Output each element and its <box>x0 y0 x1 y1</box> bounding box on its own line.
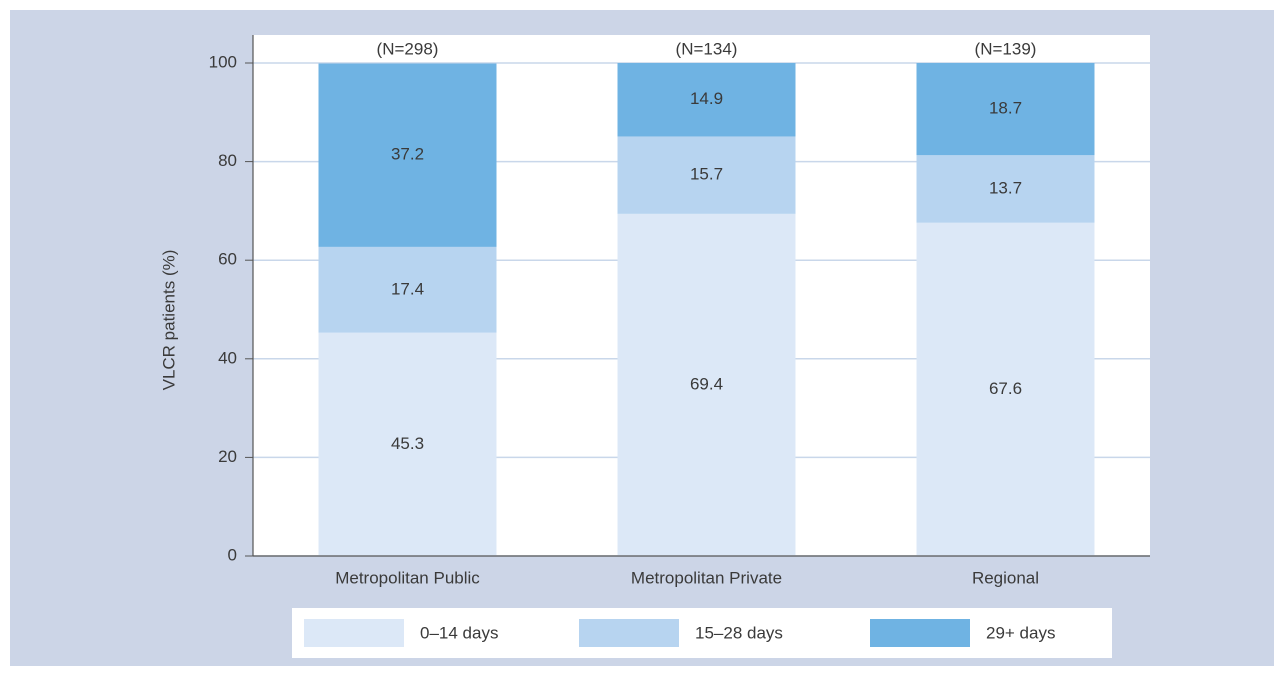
y-axis-label: VLCR patients (%) <box>159 250 178 391</box>
value-label: 37.2 <box>391 145 424 164</box>
bar-segment <box>617 63 796 137</box>
bar-annotation: (N=139) <box>975 39 1037 58</box>
y-tick-label: 0 <box>228 545 237 564</box>
bar-segment <box>617 136 796 214</box>
legend-swatch <box>870 619 970 647</box>
value-label: 69.4 <box>690 374 723 393</box>
legend-label: 15–28 days <box>695 623 783 642</box>
value-label: 45.3 <box>391 434 424 453</box>
bar-annotation: (N=134) <box>676 39 738 58</box>
x-tick-label: Metropolitan Private <box>631 568 782 587</box>
bar-segment <box>318 246 497 333</box>
bar-segment <box>916 155 1095 223</box>
legend-label: 29+ days <box>986 623 1055 642</box>
bar-segment <box>318 63 497 247</box>
value-label: 18.7 <box>989 99 1022 118</box>
y-tick-label: 80 <box>218 151 237 170</box>
bar-segment <box>318 332 497 556</box>
value-label: 17.4 <box>391 279 424 298</box>
y-tick-label: 40 <box>218 348 237 367</box>
foreground: 0 20 40 60 80 100 45.3 17.4 37.2 (N=298) Metropoli… <box>209 35 1150 647</box>
legend-swatch <box>304 619 404 647</box>
y-tick-label: 100 <box>209 52 237 71</box>
legend <box>292 608 1112 658</box>
bar-segment <box>617 213 796 556</box>
y-tick-label: 60 <box>218 250 237 269</box>
value-label: 67.6 <box>989 379 1022 398</box>
value-label: 14.9 <box>690 89 723 108</box>
x-tick-label: Regional <box>972 568 1039 587</box>
value-label: 15.7 <box>690 165 723 184</box>
legend-label: 0–14 days <box>420 623 498 642</box>
bar-segment <box>916 222 1095 556</box>
value-label: 13.7 <box>989 178 1022 197</box>
bar-annotation: (N=298) <box>377 39 439 58</box>
bars <box>318 63 1095 556</box>
bar-segment <box>916 63 1095 156</box>
x-tick-label: Metropolitan Public <box>335 568 480 587</box>
y-tick-label: 20 <box>218 447 237 466</box>
legend-swatch <box>579 619 679 647</box>
